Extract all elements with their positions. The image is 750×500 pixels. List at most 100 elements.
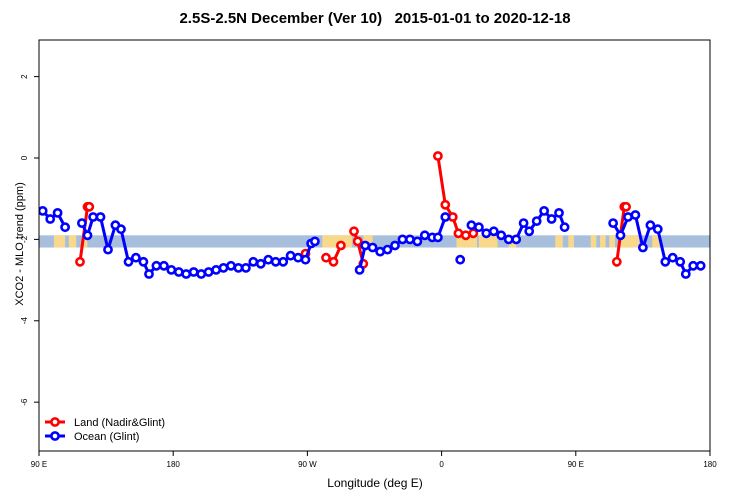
- data-point: [123, 256, 134, 267]
- data-point: [60, 222, 70, 233]
- data-point: [138, 256, 149, 267]
- data-point: [233, 262, 244, 273]
- plot-frame: [38, 39, 711, 452]
- y-tick-label: -4: [20, 317, 29, 325]
- land-band-13: [620, 235, 640, 248]
- data-point: [667, 252, 678, 263]
- data-point: [608, 218, 618, 228]
- data-point: [554, 207, 564, 218]
- data-point: [688, 260, 699, 271]
- data-point: [660, 256, 671, 267]
- data-point: [432, 232, 443, 243]
- data-point: [496, 230, 507, 241]
- data-point: [511, 234, 522, 245]
- series-layer: [39, 151, 706, 279]
- series-ocean: [39, 205, 706, 279]
- data-point: [621, 201, 631, 212]
- y-tick-label: 2: [20, 74, 29, 79]
- legend-marker: [50, 431, 60, 441]
- data-point: [103, 244, 113, 255]
- data-point: [455, 254, 466, 265]
- axes: 90 E 180 90 W 0 90 E 180 2 0 -2 -4 -6: [20, 74, 717, 469]
- data-point: [611, 256, 622, 267]
- data-point: [453, 228, 464, 239]
- data-point: [285, 250, 296, 261]
- data-point: [188, 267, 199, 277]
- data-point: [95, 212, 106, 222]
- land-band-0: [53, 235, 66, 248]
- data-point: [623, 212, 633, 222]
- data-point: [130, 252, 141, 263]
- legend-label: Ocean (Glint): [74, 431, 139, 443]
- data-point: [645, 220, 656, 231]
- land-band-11: [600, 235, 606, 248]
- data-point: [82, 230, 93, 241]
- data-point: [116, 224, 126, 235]
- chart-title: 2.5S-2.5N December (Ver 10) 2015-01-01 t…: [179, 10, 571, 27]
- data-point: [419, 230, 430, 241]
- data-point: [440, 199, 451, 210]
- series-land: [75, 151, 631, 269]
- data-point: [240, 262, 251, 273]
- data-point: [539, 205, 549, 216]
- data-point: [390, 240, 400, 251]
- data-point: [375, 246, 385, 257]
- x-tick-label: 90 W: [298, 460, 317, 469]
- data-point: [144, 269, 154, 279]
- land-band-1: [68, 235, 77, 248]
- data-point: [84, 201, 95, 212]
- data-point: [546, 214, 557, 224]
- legend-marker: [50, 417, 60, 427]
- data-point: [45, 214, 56, 224]
- data-point: [218, 262, 229, 273]
- data-point: [196, 269, 207, 279]
- y-tick-label: 0: [20, 155, 29, 160]
- data-point: [328, 256, 339, 267]
- data-point: [481, 228, 492, 239]
- data-point: [293, 252, 303, 263]
- data-point: [300, 254, 311, 265]
- data-point: [349, 226, 359, 237]
- data-point: [524, 226, 535, 237]
- legend-label: Land (Nadir&Glint): [74, 417, 165, 429]
- data-point: [466, 220, 477, 231]
- data-point: [630, 210, 641, 220]
- land-band-4: [363, 235, 373, 248]
- data-point: [335, 240, 346, 251]
- data-point: [158, 260, 169, 271]
- data-point: [473, 222, 484, 233]
- data-point: [255, 258, 266, 269]
- data-point: [675, 256, 686, 267]
- land-band-2: [81, 235, 88, 248]
- data-point: [432, 151, 443, 161]
- land-band-12: [609, 235, 615, 248]
- data-point: [503, 234, 514, 245]
- data-point: [404, 234, 415, 245]
- land-band-5: [456, 235, 478, 248]
- data-point: [321, 252, 331, 263]
- ocean-band: [39, 235, 710, 248]
- data-point: [360, 240, 371, 251]
- data-point: [460, 230, 471, 241]
- data-point: [531, 216, 542, 226]
- data-point: [211, 264, 221, 275]
- data-point: [615, 230, 626, 241]
- x-axis-label: Longitude (deg E): [327, 476, 423, 490]
- data-point: [309, 236, 320, 247]
- data-point: [382, 244, 393, 255]
- land-band-6: [478, 235, 498, 248]
- x-tick-label: 180: [167, 460, 181, 469]
- data-point: [52, 207, 63, 218]
- data-point: [488, 226, 499, 237]
- data-point: [203, 267, 214, 277]
- land-band-14: [652, 235, 660, 248]
- data-point: [695, 260, 706, 271]
- land-band-9: [568, 235, 574, 248]
- data-point: [173, 267, 184, 277]
- data-point: [412, 236, 423, 247]
- data-point: [638, 242, 648, 253]
- data-point: [680, 269, 691, 279]
- data-point: [652, 224, 663, 235]
- data-point: [181, 269, 192, 279]
